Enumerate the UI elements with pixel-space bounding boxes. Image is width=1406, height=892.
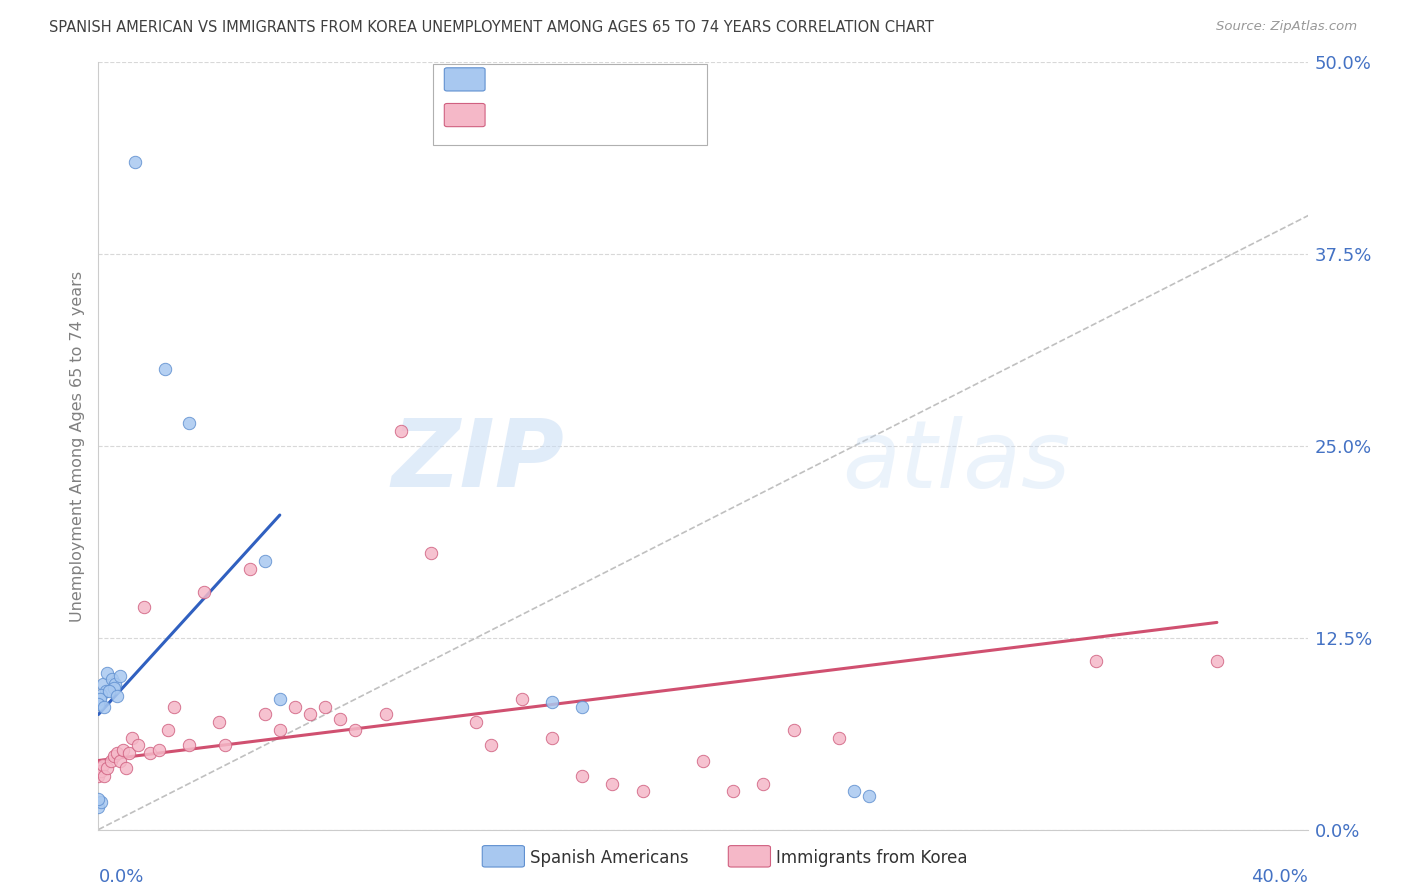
Point	[179, 416, 201, 430]
Point	[481, 738, 503, 752]
Point	[87, 799, 110, 814]
Point	[269, 723, 291, 737]
Point	[571, 769, 593, 783]
Point	[105, 746, 128, 760]
Point	[510, 692, 533, 706]
Point	[121, 731, 143, 745]
Point	[329, 712, 352, 726]
Point	[858, 789, 880, 803]
Point	[124, 155, 146, 169]
Point	[420, 546, 443, 560]
Point	[193, 584, 215, 599]
Point	[844, 784, 866, 798]
Point	[389, 424, 412, 438]
Point	[148, 743, 170, 757]
Point	[602, 776, 624, 790]
Point	[163, 699, 186, 714]
Point	[828, 731, 851, 745]
Point	[253, 707, 276, 722]
Point	[374, 707, 396, 722]
Text: SPANISH AMERICAN VS IMMIGRANTS FROM KOREA UNEMPLOYMENT AMONG AGES 65 TO 74 YEARS: SPANISH AMERICAN VS IMMIGRANTS FROM KORE…	[49, 20, 934, 35]
Point	[93, 699, 115, 714]
Point	[139, 746, 162, 760]
Point	[299, 707, 322, 722]
Point	[314, 699, 336, 714]
Text: atlas: atlas	[842, 416, 1070, 507]
Point	[692, 754, 714, 768]
Point	[94, 684, 117, 698]
Point	[89, 761, 111, 775]
Point	[156, 723, 179, 737]
Point	[111, 743, 134, 757]
Point	[344, 723, 367, 737]
Point	[253, 554, 276, 568]
Point	[103, 681, 125, 696]
Point	[96, 761, 118, 775]
Point	[90, 764, 112, 779]
Point	[87, 769, 110, 783]
Point	[540, 731, 562, 745]
Text: R =  0.237    N =  21: R = 0.237 N = 21	[489, 70, 685, 88]
Point	[108, 754, 131, 768]
Point	[1206, 654, 1229, 668]
Point	[87, 792, 110, 806]
Point	[87, 697, 110, 711]
Point	[91, 758, 114, 772]
Text: 0.0%: 0.0%	[98, 868, 143, 886]
Point	[214, 738, 236, 752]
Point	[1085, 654, 1108, 668]
Point	[104, 677, 127, 691]
Point	[239, 562, 262, 576]
Point	[284, 699, 307, 714]
Text: Spanish Americans: Spanish Americans	[530, 849, 689, 867]
Y-axis label: Unemployment Among Ages 65 to 74 years: Unemployment Among Ages 65 to 74 years	[69, 270, 84, 622]
Point	[153, 362, 176, 376]
Point	[105, 689, 128, 703]
Text: 40.0%: 40.0%	[1251, 868, 1308, 886]
Text: Source: ZipAtlas.com: Source: ZipAtlas.com	[1216, 20, 1357, 33]
Point	[98, 684, 121, 698]
Point	[118, 746, 141, 760]
Point	[100, 754, 122, 768]
Point	[783, 723, 806, 737]
Point	[132, 600, 155, 615]
Point	[93, 769, 115, 783]
Point	[208, 715, 231, 730]
Text: R =  0.300    N =  49: R = 0.300 N = 49	[489, 105, 685, 124]
Point	[723, 784, 745, 798]
Point	[89, 692, 111, 706]
Point	[179, 738, 201, 752]
Text: ZIP: ZIP	[391, 416, 564, 508]
Point	[103, 748, 125, 763]
Point	[101, 672, 124, 686]
Point	[752, 776, 775, 790]
Point	[465, 715, 488, 730]
Point	[91, 677, 114, 691]
Text: Immigrants from Korea: Immigrants from Korea	[776, 849, 967, 867]
Point	[540, 695, 562, 709]
Point	[269, 692, 291, 706]
Point	[90, 795, 112, 809]
Point	[96, 666, 118, 681]
Point	[631, 784, 654, 798]
Point	[571, 699, 593, 714]
Point	[114, 761, 136, 775]
Point	[127, 738, 149, 752]
Point	[108, 669, 131, 683]
Point	[90, 688, 112, 702]
